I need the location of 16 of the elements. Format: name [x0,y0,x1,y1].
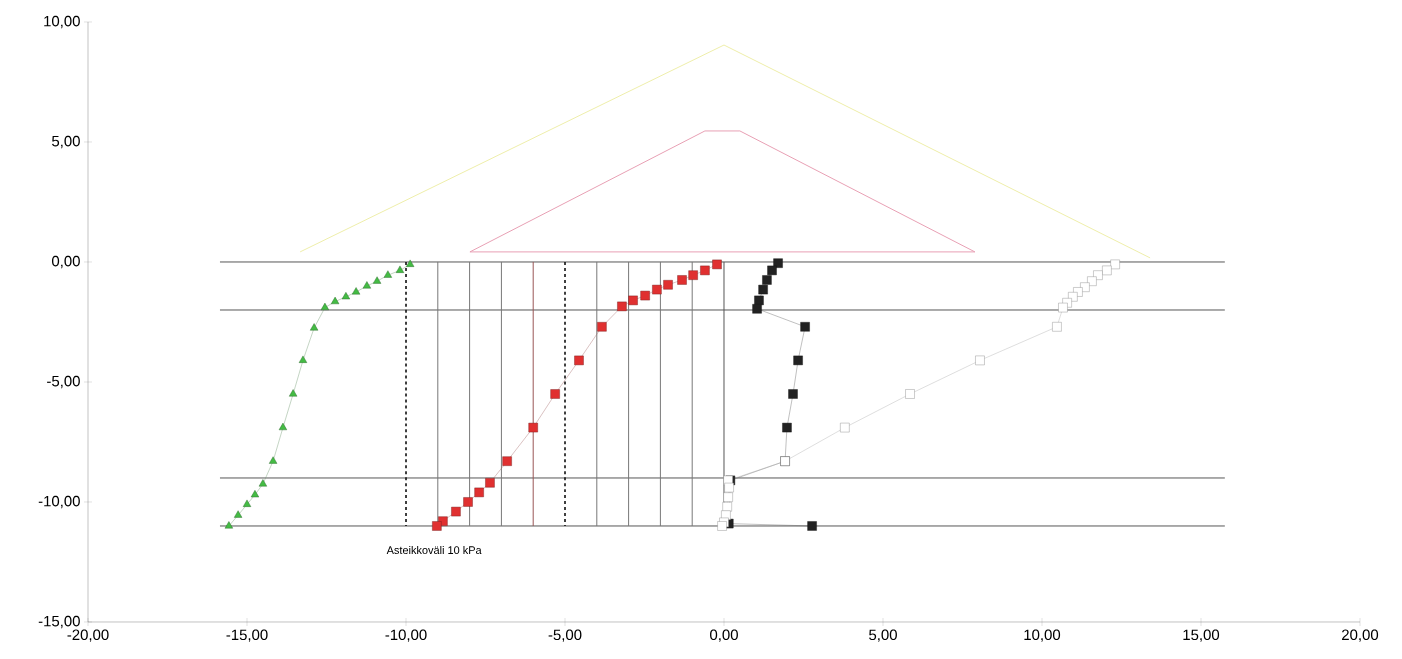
y-tick-label: 10,00 [44,15,80,29]
x-tick-label: 20,00 [1342,629,1379,642]
annotation: Asteikkoväli 10 kPa [386,545,482,555]
x-tick-label: 15,00 [1183,629,1220,642]
x-tick-label: -5,00 [548,629,582,642]
y-tick-label: 0,00 [51,255,80,269]
y-tick-label: -15,00 [38,615,80,629]
x-tick-label: 0,00 [710,629,738,642]
y-tick-label: -10,00 [38,495,80,509]
x-tick-label: -15,00 [226,629,268,642]
x-tick-label: -10,00 [385,629,427,642]
y-tick-label: 5,00 [52,135,80,149]
y-tick-label: -5,00 [47,375,80,389]
x-tick-label: -20,00 [67,629,109,642]
x-tick-label: 10,00 [1024,629,1061,642]
x-tick-label: 5,00 [869,629,897,642]
